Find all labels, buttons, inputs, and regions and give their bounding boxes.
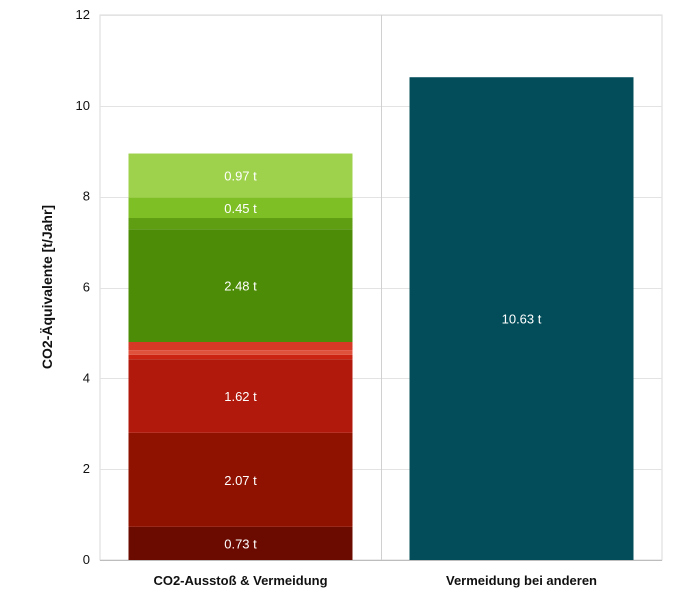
bar-segment (128, 526, 353, 560)
data-label: 10.63 t (502, 312, 542, 327)
x-category-label: Vermeidung bei anderen (446, 573, 597, 588)
bar-segment (128, 432, 353, 527)
bar-segment (128, 354, 353, 360)
bar-segment (128, 229, 353, 342)
data-label: 1.62 t (224, 389, 257, 404)
bar-segment (128, 359, 353, 433)
y-tick-label: 12 (76, 7, 90, 22)
y-tick-label: 4 (83, 370, 90, 385)
y-tick-label: 6 (83, 280, 90, 295)
bar-segment (128, 218, 353, 230)
bar-segment (409, 77, 634, 561)
y-tick-label: 0 (83, 552, 90, 567)
bars (128, 77, 634, 561)
bar-segment (128, 153, 353, 198)
y-tick-label: 10 (76, 98, 90, 113)
bar-segment (128, 342, 353, 351)
bar-segment (128, 197, 353, 219)
data-label: 2.48 t (224, 279, 257, 294)
y-tick-label: 2 (83, 461, 90, 476)
x-category-label: CO2-Ausstoß & Vermeidung (153, 573, 327, 588)
axes: 0 2 4 6 8 10 12 CO2-Ausstoß & Vermeidung Vermeid… (76, 7, 662, 588)
y-axis-title: CO2-Äquivalente [t/Jahr] (39, 205, 55, 369)
data-label: 2.07 t (224, 473, 257, 488)
bar-segment (128, 350, 353, 355)
data-label: 0.73 t (224, 536, 257, 551)
data-label: 0.97 t (224, 169, 257, 184)
data-label: 0.45 t (224, 201, 257, 216)
data-labels: 0.73 t 2.07 t 1.62 t 2.48 t 0.45 t 0.97 t 10.6… (224, 169, 542, 552)
y-tick-label: 8 (83, 189, 90, 204)
